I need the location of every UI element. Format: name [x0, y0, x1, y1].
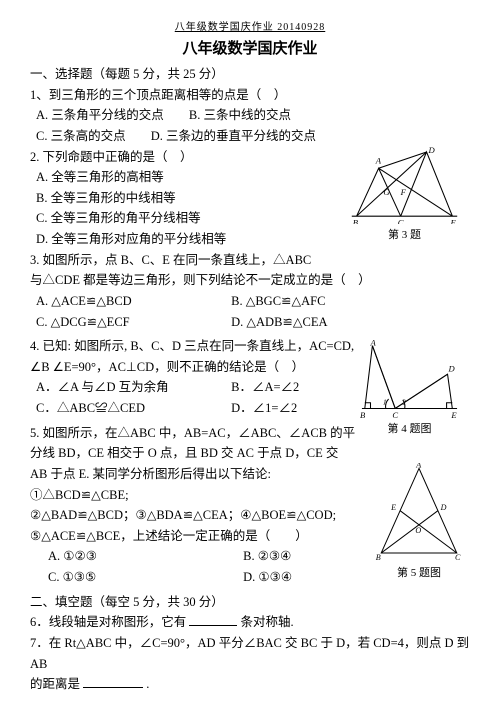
- section1-heading: 一、选择题（每题 5 分，共 25 分）: [30, 64, 470, 85]
- q5-figure: A B C E D O 第 5 题图: [374, 463, 464, 580]
- q1-options-row2: C. 三条高的交点 D. 三条边的垂直平分线的交点: [30, 126, 470, 147]
- q7-part3: .: [146, 677, 149, 691]
- q3-label-d: D: [427, 147, 435, 155]
- q3-options-row1: A. △ACE≌△BCD B. △BGC≌△AFC: [30, 291, 470, 312]
- q1-opt-b: B. 三条中线的交点: [189, 105, 291, 126]
- q7-part2: 的距离是: [30, 677, 80, 691]
- q3-opt-a: A. △ACE≌△BCD: [36, 291, 206, 312]
- q4-label-b: B: [360, 410, 366, 418]
- q5-stem1: 5. 如图所示，在△ABC 中，AB=AC，∠ABC、∠ACB 的平: [30, 423, 470, 444]
- q3-label-e: E: [450, 217, 457, 223]
- q4-label-e: E: [450, 410, 457, 418]
- q3-stem2: 与△CDE 都是等边三角形，则下列结论不一定成立的是（ ）: [30, 270, 470, 291]
- q7-line1: 7．在 Rt△ABC 中，∠C=90°，AD 平分∠BAC 交 BC 于 D，若…: [30, 633, 470, 674]
- q3-label-g: G: [383, 187, 390, 197]
- q5-opt-b: B. ②③④: [243, 546, 291, 567]
- q6: 6．线段轴是对称图形，它有 条对称轴.: [30, 612, 470, 633]
- q4-block: A D B C E 1 2 第 4 题图 4. 已知: 如图所示, B、C、D …: [30, 336, 470, 419]
- q1-opt-c: C. 三条高的交点: [36, 126, 126, 147]
- q3-svg: A D B C E G F: [347, 147, 462, 224]
- q1-stem: 1、到三角形的三个顶点距离相等的点是（ ）: [30, 85, 470, 106]
- q6-part1: 6．线段轴是对称图形，它有: [30, 615, 186, 629]
- q7-blank[interactable]: [83, 676, 143, 688]
- q5-opt-d: D. ①③④: [243, 567, 292, 588]
- q3-opt-c: C. △DCG≌△ECF: [36, 312, 206, 333]
- q5-stem2: 分线 BD，CE 相交于 O 点，且 BD 交 AC 于点 D，CE 交: [30, 443, 470, 464]
- q5-label-a: A: [415, 463, 421, 470]
- q5-label-o: O: [415, 526, 421, 535]
- q7-line2: 的距离是 .: [30, 674, 470, 695]
- q5-opt-c: C. ①③⑤: [48, 567, 218, 588]
- q3-caption: 第 3 题: [347, 226, 462, 242]
- q6-part2: 条对称轴.: [241, 615, 294, 629]
- q1-options-row1: A. 三条角平分线的交点 B. 三条中线的交点: [30, 105, 470, 126]
- q4-opt-d: D．∠1=∠2: [231, 398, 297, 419]
- q3-opt-d: D. △ADB≌△CEA: [231, 312, 327, 333]
- q4-label-2: 2: [402, 398, 406, 407]
- q3-figure: A D B C E G F 第 3 题: [347, 147, 462, 242]
- q5-caption: 第 5 题图: [374, 564, 464, 580]
- q3-options-row2: C. △DCG≌△ECF D. △ADB≌△CEA: [30, 312, 470, 333]
- q3-label-f: F: [400, 187, 407, 197]
- q4-label-c: C: [392, 410, 398, 418]
- q5-label-e: E: [390, 502, 396, 511]
- q5-opt-a: A. ①②③: [48, 546, 218, 567]
- q3-label-b: B: [353, 217, 359, 223]
- q1-opt-d: D. 三条边的垂直平分线的交点: [151, 126, 316, 147]
- q4-svg: A D B C E 1 2: [357, 340, 462, 418]
- q4-opt-b: B．∠A=∠2: [231, 377, 299, 398]
- q5-svg: A B C E D O: [374, 463, 464, 562]
- q4-label-d: D: [448, 364, 456, 374]
- page: 八年级数学国庆作业 20140928 八年级数学国庆作业 一、选择题（每题 5 …: [0, 0, 500, 715]
- q5-label-b: B: [376, 553, 381, 562]
- q3-label-c: C: [398, 217, 404, 223]
- q4-label-a: A: [370, 340, 377, 348]
- q3-opt-b: B. △BGC≌△AFC: [231, 291, 325, 312]
- q5-block: A B C E D O 第 5 题图 5. 如图所示，在△ABC 中，AB=AC…: [30, 423, 470, 588]
- q4-label-1: 1: [383, 398, 387, 407]
- q2-block: 2. 下列命题中正确的是（ ） A. 全等三角形的高相等 B. 全等三角形的中线…: [30, 147, 470, 250]
- q5-label-d: D: [440, 502, 447, 511]
- q4-opt-c: C．△ABC≌△CED: [36, 398, 206, 419]
- page-title: 八年级数学国庆作业: [30, 37, 470, 58]
- header-small: 八年级数学国庆作业 20140928: [30, 18, 470, 33]
- q4-opt-a: A．∠A 与∠D 互为余角: [36, 377, 206, 398]
- q1-opt-a: A. 三条角平分线的交点: [36, 105, 164, 126]
- q3-label-a: A: [375, 155, 382, 165]
- q3-stem1: 3. 如图所示，点 B、C、E 在同一条直线上，△ABC: [30, 250, 470, 271]
- section2-heading: 二、填空题（每空 5 分，共 30 分）: [30, 592, 470, 613]
- q5-label-c: C: [455, 553, 461, 562]
- q6-blank[interactable]: [189, 614, 237, 626]
